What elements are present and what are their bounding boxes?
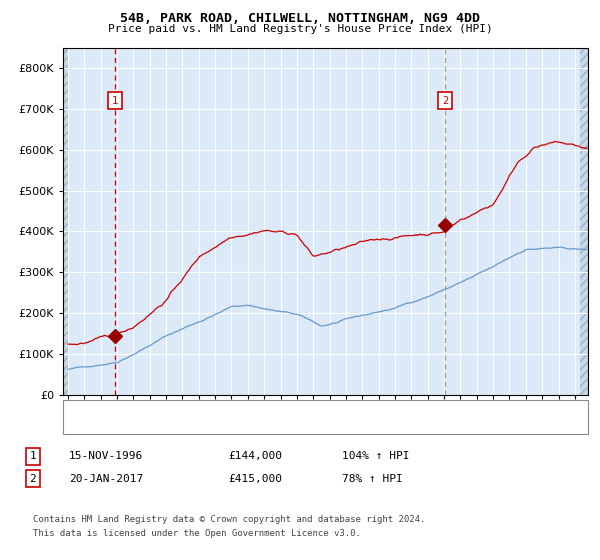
Text: £144,000: £144,000 — [228, 451, 282, 461]
Text: Contains HM Land Registry data © Crown copyright and database right 2024.: Contains HM Land Registry data © Crown c… — [33, 515, 425, 524]
Text: £415,000: £415,000 — [228, 474, 282, 484]
Text: Price paid vs. HM Land Registry's House Price Index (HPI): Price paid vs. HM Land Registry's House … — [107, 24, 493, 34]
Text: This data is licensed under the Open Government Licence v3.0.: This data is licensed under the Open Gov… — [33, 529, 361, 538]
Text: 54B, PARK ROAD, CHILWELL, NOTTINGHAM, NG9 4DD: 54B, PARK ROAD, CHILWELL, NOTTINGHAM, NG… — [120, 12, 480, 25]
Text: 2: 2 — [29, 474, 37, 484]
Text: 1: 1 — [29, 451, 37, 461]
Text: 15-NOV-1996: 15-NOV-1996 — [69, 451, 143, 461]
Text: 1: 1 — [112, 96, 118, 106]
Text: 78% ↑ HPI: 78% ↑ HPI — [342, 474, 403, 484]
Text: 2: 2 — [442, 96, 448, 106]
Text: 20-JAN-2017: 20-JAN-2017 — [69, 474, 143, 484]
Text: 104% ↑ HPI: 104% ↑ HPI — [342, 451, 409, 461]
Text: HPI: Average price, detached house, Broxtowe: HPI: Average price, detached house, Brox… — [114, 419, 389, 430]
Text: 54B, PARK ROAD, CHILWELL, NOTTINGHAM, NG9 4DD (detached house): 54B, PARK ROAD, CHILWELL, NOTTINGHAM, NG… — [114, 405, 502, 415]
